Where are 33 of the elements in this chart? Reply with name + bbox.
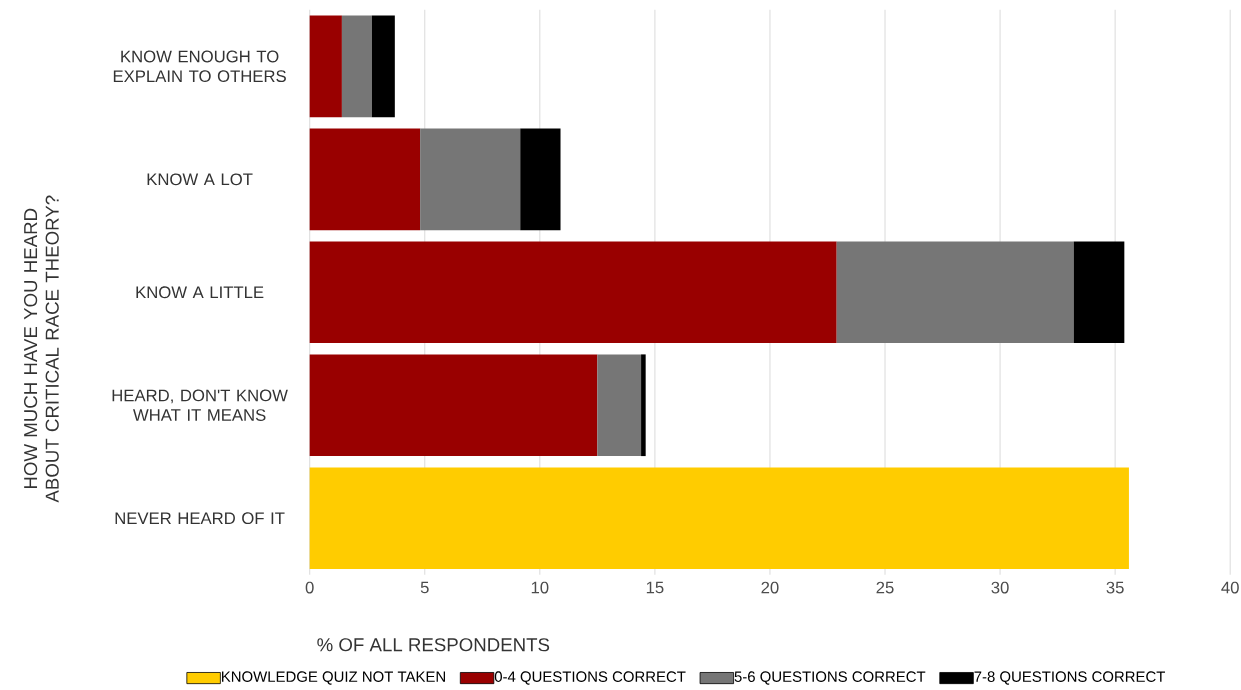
y-tick-label: NEVER HEARD OF IT bbox=[115, 512, 285, 525]
legend-label: 0-4 QUESTIONS CORRECT bbox=[494, 671, 686, 685]
bar bbox=[341, 15, 372, 118]
bar bbox=[309, 241, 837, 344]
y-tick-label: KNOW ENOUGH TO EXPLAIN TO OTHERS bbox=[113, 50, 286, 83]
x-tick-label: 30 bbox=[991, 581, 1009, 594]
bar bbox=[309, 467, 1129, 570]
bar bbox=[836, 241, 1074, 344]
x-tick-label: 5 bbox=[420, 581, 429, 594]
bar bbox=[420, 128, 521, 231]
bar bbox=[309, 128, 421, 231]
legend-label: KNOWLEDGE QUIZ NOT TAKEN bbox=[222, 671, 445, 685]
bar bbox=[371, 15, 395, 118]
x-tick-label: 20 bbox=[761, 581, 779, 594]
x-tick-label: 10 bbox=[531, 581, 549, 594]
bar bbox=[309, 15, 342, 118]
bar bbox=[1073, 241, 1125, 344]
bar bbox=[597, 354, 642, 457]
x-tick-label: 15 bbox=[646, 581, 664, 594]
legend-label: 5-6 QUESTIONS CORRECT bbox=[734, 671, 926, 685]
bar bbox=[520, 128, 561, 231]
x-tick-label: 35 bbox=[1106, 581, 1124, 594]
bar bbox=[309, 354, 598, 457]
y-tick-label: HEARD, DON'T KNOW WHAT IT MEANS bbox=[112, 389, 288, 422]
x-axis-title: % OF ALL RESPONDENTS bbox=[317, 638, 550, 652]
y-tick-label: KNOW A LITTLE bbox=[136, 286, 264, 299]
x-tick-label: 25 bbox=[876, 581, 894, 594]
x-tick-label: 0 bbox=[305, 581, 314, 594]
legend-label: 7-8 QUESTIONS CORRECT bbox=[974, 671, 1166, 685]
y-tick-label: KNOW A LOT bbox=[147, 173, 253, 186]
x-tick-label: 40 bbox=[1221, 581, 1239, 594]
bar bbox=[641, 354, 646, 457]
y-axis-title: HOW MUCH HAVE YOU HEARD ABOUT CRITICAL RACE THEORY? bbox=[23, 195, 59, 503]
